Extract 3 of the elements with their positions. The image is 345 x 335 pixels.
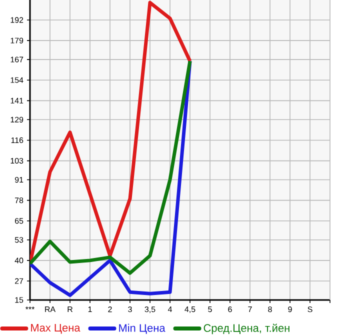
legend-label: Min Цена [119, 324, 166, 334]
legend-label: Max Цена [31, 324, 80, 334]
legend-label: Сред.Цена, т.йен [204, 324, 290, 334]
